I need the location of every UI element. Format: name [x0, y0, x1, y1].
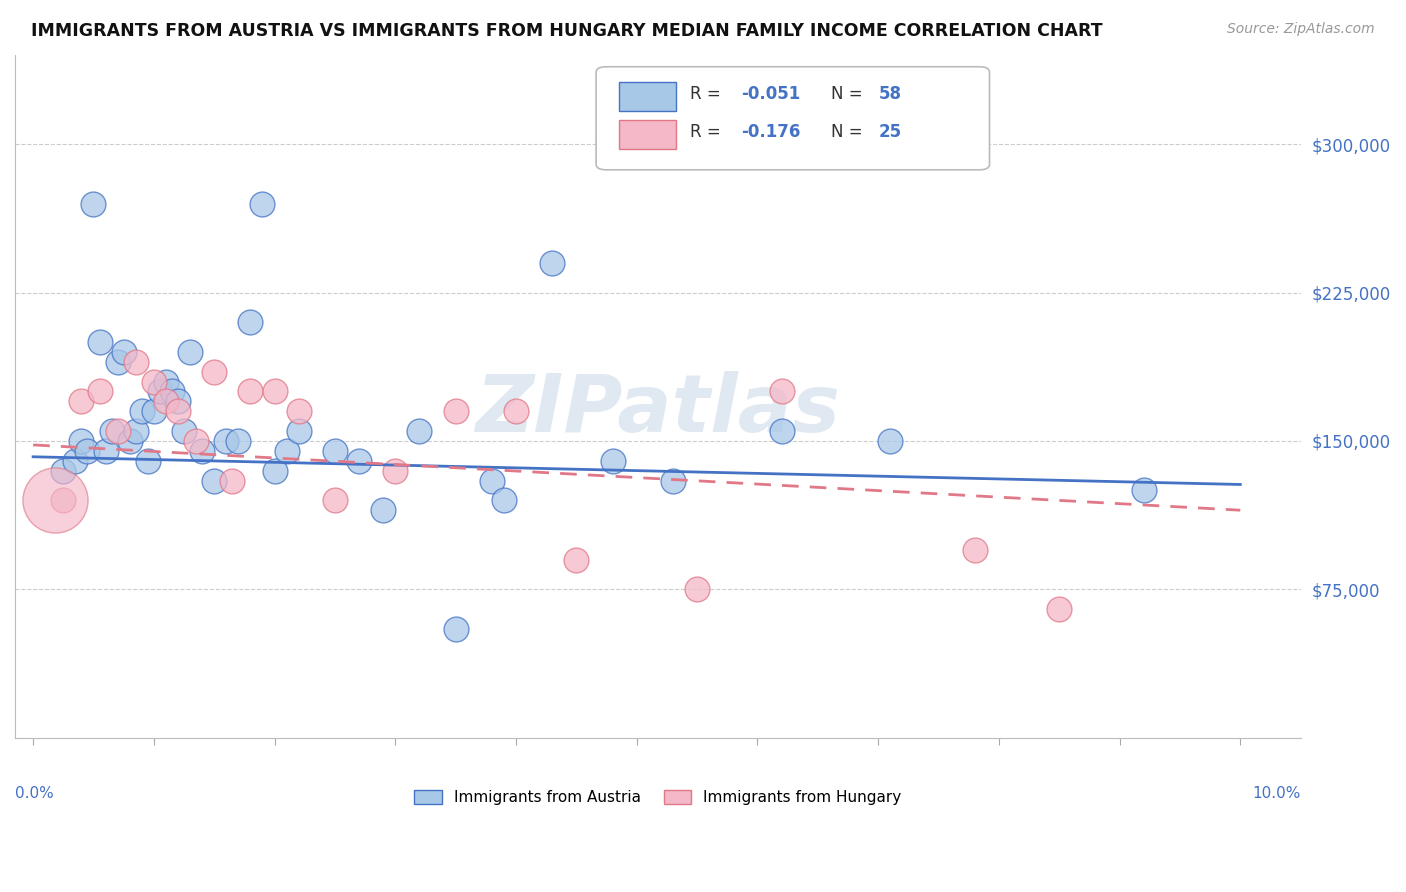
Point	[70, 434, 93, 448]
Point	[347, 454, 370, 468]
Point	[505, 404, 527, 418]
Point	[112, 345, 135, 359]
Point	[276, 443, 298, 458]
Point	[252, 196, 274, 211]
Point	[191, 443, 214, 458]
Point	[142, 404, 165, 418]
Point	[481, 474, 503, 488]
Point	[239, 315, 262, 329]
Point	[155, 394, 177, 409]
Point	[541, 256, 564, 270]
Text: Source: ZipAtlas.com: Source: ZipAtlas.com	[1227, 22, 1375, 37]
Point	[173, 424, 195, 438]
Text: -0.051: -0.051	[741, 85, 800, 103]
Point	[1047, 602, 1070, 616]
Point	[94, 443, 117, 458]
Point	[131, 404, 153, 418]
Point	[444, 622, 467, 636]
Point	[167, 404, 190, 418]
Point	[239, 384, 262, 399]
Text: IMMIGRANTS FROM AUSTRIA VS IMMIGRANTS FROM HUNGARY MEDIAN FAMILY INCOME CORRELAT: IMMIGRANTS FROM AUSTRIA VS IMMIGRANTS FR…	[31, 22, 1102, 40]
Point	[444, 404, 467, 418]
Point	[100, 424, 122, 438]
Point	[963, 542, 986, 557]
Point	[323, 443, 346, 458]
Text: R =: R =	[690, 85, 725, 103]
Point	[155, 375, 177, 389]
Point	[65, 454, 87, 468]
Point	[770, 424, 793, 438]
Text: R =: R =	[690, 122, 725, 141]
Point	[287, 424, 309, 438]
Point	[107, 355, 129, 369]
FancyBboxPatch shape	[619, 82, 676, 112]
Point	[228, 434, 250, 448]
Point	[107, 424, 129, 438]
Point	[142, 375, 165, 389]
Point	[221, 474, 243, 488]
FancyBboxPatch shape	[619, 120, 676, 149]
Text: N =: N =	[831, 85, 869, 103]
Point	[408, 424, 430, 438]
Text: 58: 58	[879, 85, 903, 103]
Point	[149, 384, 172, 399]
Point	[202, 365, 225, 379]
Point	[215, 434, 238, 448]
Point	[287, 404, 309, 418]
Point	[323, 493, 346, 508]
Point	[167, 394, 190, 409]
Point	[160, 384, 183, 399]
Point	[202, 474, 225, 488]
Point	[879, 434, 901, 448]
Point	[136, 454, 159, 468]
Point	[184, 434, 207, 448]
Text: 10.0%: 10.0%	[1253, 786, 1301, 800]
Point	[76, 443, 98, 458]
Legend: Immigrants from Austria, Immigrants from Hungary: Immigrants from Austria, Immigrants from…	[413, 789, 901, 805]
FancyBboxPatch shape	[596, 67, 990, 169]
Point	[686, 582, 709, 597]
Point	[44, 493, 66, 508]
Point	[52, 464, 75, 478]
Point	[565, 552, 588, 566]
Text: -0.176: -0.176	[741, 122, 801, 141]
Text: ZIPatlas: ZIPatlas	[475, 371, 841, 449]
Text: N =: N =	[831, 122, 869, 141]
Text: 0.0%: 0.0%	[15, 786, 53, 800]
Point	[179, 345, 201, 359]
Point	[82, 196, 104, 211]
Point	[770, 384, 793, 399]
Point	[492, 493, 515, 508]
Point	[373, 503, 395, 517]
Point	[125, 424, 148, 438]
Point	[1132, 483, 1154, 498]
Point	[70, 394, 93, 409]
Point	[602, 454, 624, 468]
Point	[89, 334, 111, 349]
Point	[263, 384, 285, 399]
Point	[662, 474, 685, 488]
Point	[263, 464, 285, 478]
Point	[384, 464, 406, 478]
Text: 25: 25	[879, 122, 903, 141]
Point	[89, 384, 111, 399]
Point	[52, 493, 75, 508]
Point	[118, 434, 141, 448]
Point	[125, 355, 148, 369]
